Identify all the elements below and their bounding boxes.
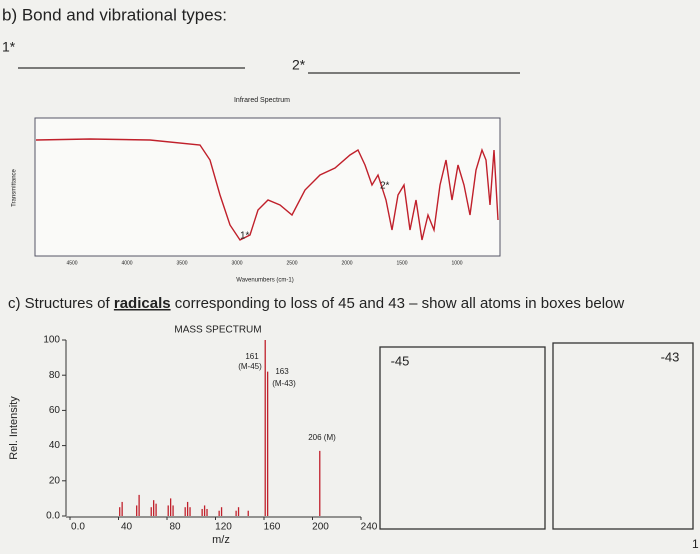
x-tick-label: 120 [215, 522, 232, 533]
ms-annotation: 161 [245, 352, 259, 361]
y-tick-label: 0.0 [46, 511, 60, 522]
heading-text: corresponding to loss of 45 and 43 – sho… [171, 295, 625, 312]
blank-label: 1* [2, 39, 16, 55]
ir-tick-label: 2000 [341, 260, 352, 266]
answer-box [552, 342, 694, 530]
y-tick-label: 100 [43, 335, 60, 346]
ir-tick-label: 1000 [451, 260, 462, 266]
ms-annotation: (M-43) [272, 379, 296, 388]
ir-tick-label: 3000 [231, 260, 242, 266]
answer-box [379, 346, 546, 530]
ms-annotation: (M-45) [238, 362, 262, 371]
ms-y-label: Rel. Intensity [8, 396, 20, 460]
ir-x-label: Wavenumbers (cm-1) [236, 278, 293, 284]
mass-spectrum: 0.0 20 40 60 80 100 0.0 40 80 120 160 200 240 [43, 335, 377, 533]
ir-tick-label: 3500 [176, 260, 187, 266]
ms-annotation: 206 (M) [308, 433, 336, 442]
section-c-heading: c) Structures of radicals corresponding … [8, 295, 624, 312]
x-tick-label: 200 [312, 522, 329, 533]
heading-text: c) Structures of [8, 295, 114, 312]
x-tick-label: 0.0 [71, 522, 85, 533]
x-tick-label: 240 [361, 522, 378, 533]
ir-marker: 2* [380, 181, 390, 192]
section-b-heading: b) Bond and vibrational types: [2, 5, 227, 24]
x-tick-label: 40 [121, 522, 133, 533]
box-label: -45 [391, 353, 410, 368]
ir-trace [35, 138, 499, 241]
y-tick-label: 80 [49, 370, 61, 381]
ir-tick-label: 2500 [286, 260, 297, 266]
blank-label: 2* [292, 57, 306, 73]
page-number: 1 [692, 537, 699, 551]
x-tick-label: 80 [169, 522, 181, 533]
ir-frame [34, 117, 501, 257]
ms-annotation: 163 [275, 367, 289, 376]
ir-tick-label: 4000 [121, 260, 132, 266]
ir-ticks: 4500 4000 3500 3000 2500 2000 1500 1000 [66, 260, 462, 266]
box-label: -43 [661, 349, 680, 364]
y-tick-label: 40 [49, 440, 61, 451]
ms-title: MASS SPECTRUM [174, 325, 261, 336]
ir-tick-label: 1500 [396, 260, 407, 266]
ir-title: Infrared Spectrum [234, 97, 290, 104]
ir-marker: 1* [240, 231, 250, 242]
ir-tick-label: 4500 [66, 260, 77, 266]
ms-x-label: m/z [212, 534, 230, 546]
y-tick-label: 60 [49, 405, 61, 416]
heading-bold: radicals [114, 295, 171, 312]
y-tick-label: 20 [49, 475, 61, 486]
ir-y-label: Transmittance [12, 168, 18, 206]
x-tick-label: 160 [264, 522, 281, 533]
